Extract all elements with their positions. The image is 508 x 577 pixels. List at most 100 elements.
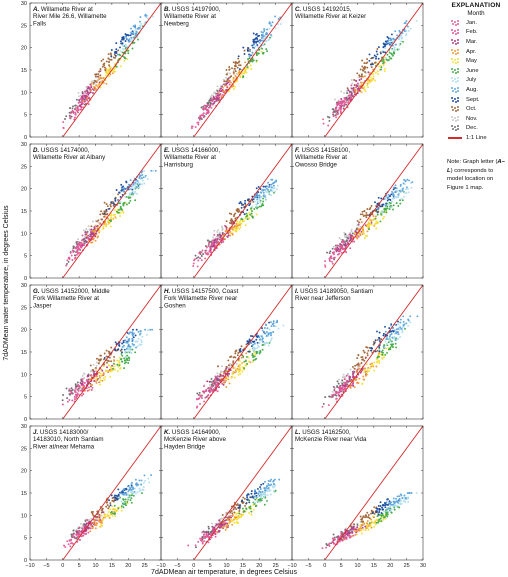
data-point bbox=[373, 342, 376, 345]
data-point bbox=[136, 490, 139, 493]
data-point bbox=[128, 197, 130, 200]
data-point bbox=[244, 360, 247, 363]
data-point bbox=[228, 83, 231, 86]
data-point bbox=[123, 492, 126, 495]
data-point bbox=[383, 70, 386, 72]
data-point bbox=[207, 530, 210, 533]
data-point bbox=[87, 375, 90, 377]
data-point bbox=[124, 502, 127, 505]
data-point bbox=[407, 324, 410, 327]
data-point bbox=[97, 84, 100, 87]
data-point bbox=[267, 193, 270, 195]
data-point bbox=[405, 188, 408, 191]
data-point bbox=[386, 338, 389, 341]
data-point bbox=[111, 514, 114, 517]
data-point bbox=[201, 542, 204, 545]
data-point bbox=[407, 191, 410, 194]
data-point bbox=[120, 348, 123, 351]
data-point bbox=[235, 518, 238, 521]
data-point bbox=[213, 91, 215, 94]
data-point bbox=[118, 211, 120, 214]
data-point bbox=[141, 492, 143, 495]
data-point bbox=[256, 194, 259, 197]
data-point bbox=[99, 372, 102, 375]
data-point bbox=[237, 352, 240, 354]
y-tick-label: 25 bbox=[21, 23, 27, 29]
data-point bbox=[203, 390, 206, 393]
data-point bbox=[229, 520, 232, 523]
data-point bbox=[207, 106, 210, 109]
data-point bbox=[238, 68, 241, 71]
data-point bbox=[97, 235, 100, 238]
data-point bbox=[70, 387, 73, 390]
data-point bbox=[366, 208, 369, 210]
data-point bbox=[355, 236, 358, 238]
y-tick-label: 0 bbox=[24, 558, 27, 564]
data-point bbox=[256, 198, 259, 201]
data-point bbox=[74, 383, 77, 386]
data-point bbox=[356, 82, 359, 85]
data-point bbox=[99, 383, 102, 386]
data-point bbox=[112, 56, 115, 59]
data-point bbox=[345, 96, 348, 99]
data-point bbox=[358, 231, 361, 234]
data-point bbox=[394, 342, 397, 345]
data-point bbox=[87, 386, 90, 389]
data-point bbox=[381, 211, 383, 214]
data-point bbox=[124, 57, 127, 60]
data-point bbox=[213, 102, 215, 105]
data-point bbox=[114, 199, 117, 202]
data-point bbox=[359, 68, 362, 71]
data-point bbox=[222, 90, 225, 93]
data-point bbox=[241, 499, 244, 502]
data-point bbox=[221, 523, 224, 526]
data-point bbox=[222, 370, 224, 373]
data-point bbox=[119, 200, 122, 203]
data-point bbox=[131, 340, 134, 343]
data-point bbox=[253, 351, 256, 354]
data-point bbox=[258, 490, 261, 493]
panel-title-line: Fork Willamette River near bbox=[164, 295, 237, 302]
panel-title-line: Fork Willamette River at bbox=[33, 295, 99, 302]
data-point bbox=[265, 32, 268, 34]
data-point bbox=[266, 499, 268, 502]
data-point bbox=[207, 242, 210, 245]
data-point bbox=[125, 493, 128, 496]
x-tick-label: 20 bbox=[125, 563, 131, 569]
data-point bbox=[243, 206, 246, 208]
data-point bbox=[363, 378, 366, 381]
data-point bbox=[223, 84, 226, 87]
data-point bbox=[104, 375, 107, 378]
data-point bbox=[255, 52, 258, 54]
data-point bbox=[231, 514, 234, 516]
data-point bbox=[101, 212, 104, 215]
data-point bbox=[230, 376, 233, 379]
data-point bbox=[245, 502, 248, 505]
data-point bbox=[112, 362, 115, 365]
data-point bbox=[121, 188, 124, 191]
data-point bbox=[248, 350, 251, 353]
panel-c: C. USGS 14192015, Willamette River at Kei… bbox=[291, 2, 424, 138]
data-point bbox=[263, 343, 266, 345]
data-point bbox=[351, 373, 354, 376]
data-point bbox=[376, 361, 378, 364]
data-point bbox=[259, 338, 262, 341]
data-point bbox=[348, 239, 351, 242]
data-point bbox=[122, 211, 125, 214]
data-point bbox=[378, 351, 381, 354]
data-point bbox=[384, 198, 387, 201]
data-point bbox=[392, 208, 394, 211]
data-point bbox=[80, 106, 83, 109]
data-point bbox=[81, 534, 84, 537]
data-point bbox=[143, 474, 146, 477]
y-tick-label: 20 bbox=[21, 328, 27, 334]
data-point bbox=[130, 193, 133, 196]
data-point bbox=[240, 362, 243, 365]
data-point bbox=[358, 86, 361, 89]
data-point bbox=[246, 498, 249, 501]
panel-k: −10 −5 0 5 10 15 20 25K. USGS 14164900, McKenzie… bbox=[156, 425, 293, 569]
data-point bbox=[337, 391, 340, 394]
data-point bbox=[253, 41, 255, 44]
data-point bbox=[73, 398, 76, 401]
data-point bbox=[200, 255, 203, 257]
